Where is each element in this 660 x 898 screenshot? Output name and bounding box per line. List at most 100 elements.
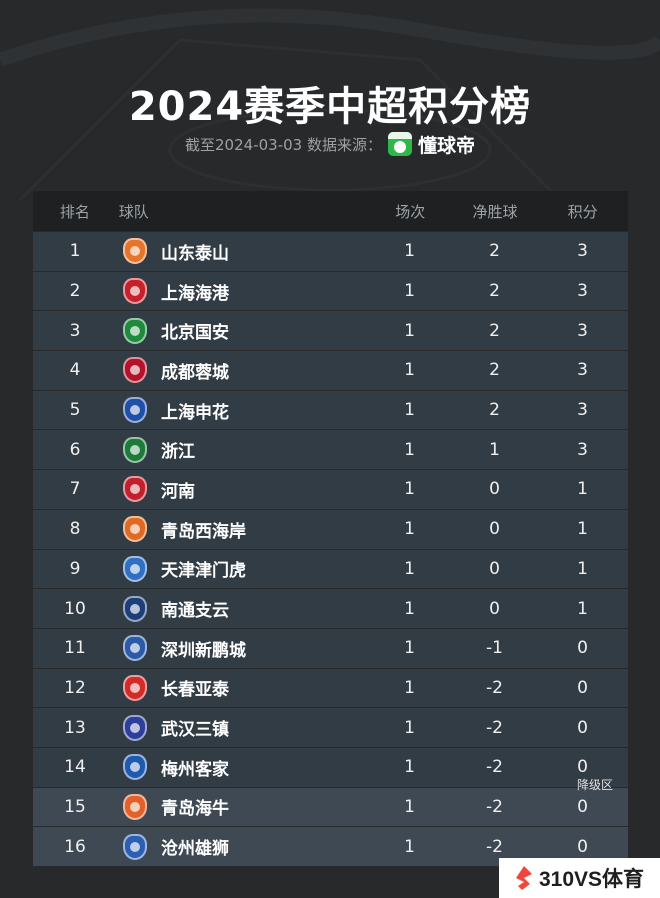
points-cell: 0 xyxy=(577,677,588,698)
points-cell: 1 xyxy=(577,479,588,500)
standings-table: 排名 球队 场次 净胜球 积分 1 山东泰山 1 2 3 2 上海海港 1 2 3 3 北京国安 1 2 3… xyxy=(33,191,628,866)
team-name: 天津津门虎 xyxy=(161,561,246,582)
team-badge-icon xyxy=(123,397,147,424)
team-badge-icon xyxy=(123,436,147,463)
team-badge-icon xyxy=(123,635,147,662)
points-cell: 0 xyxy=(577,796,588,817)
team-name: 武汉三镇 xyxy=(161,720,229,741)
played-cell: 1 xyxy=(404,320,415,341)
table-row: 8 青岛西海岸 1 0 1 xyxy=(33,509,628,549)
points-cell: 1 xyxy=(577,598,588,619)
rank-cell: 9 xyxy=(69,558,81,579)
rank-cell: 1 xyxy=(69,241,81,262)
rank-cell: 2 xyxy=(69,281,81,302)
points-cell: 3 xyxy=(577,241,588,262)
team-name: 沧州雄狮 xyxy=(161,839,229,860)
points-cell: 3 xyxy=(577,360,588,381)
team-badge-icon xyxy=(123,833,147,860)
team-cell: 青岛西海岸 xyxy=(117,516,367,543)
team-name: 北京国安 xyxy=(161,323,229,344)
points-cell: 3 xyxy=(577,281,588,302)
played-cell: 1 xyxy=(404,638,415,659)
header-team: 球队 xyxy=(118,202,149,221)
goal-diff-cell: 1 xyxy=(489,439,500,460)
points-cell: 0 xyxy=(577,757,588,778)
rank-cell: 16 xyxy=(64,836,86,857)
team-badge-icon xyxy=(123,793,147,820)
goal-diff-cell: 2 xyxy=(489,241,500,262)
points-cell: 0 xyxy=(577,717,588,738)
team-badge-icon xyxy=(123,357,147,384)
table-row: 2 上海海港 1 2 3 xyxy=(33,271,628,311)
rank-cell: 11 xyxy=(64,638,86,659)
team-name: 浙江 xyxy=(161,442,195,463)
team-cell: 上海申花 xyxy=(117,397,367,424)
team-badge-icon xyxy=(123,238,147,265)
table-body: 1 山东泰山 1 2 3 2 上海海港 1 2 3 3 北京国安 1 2 3 4 成都蓉城 1 2 3 5 上海申花 1 2 3… xyxy=(33,232,628,866)
played-cell: 1 xyxy=(404,360,415,381)
table-row: 7 河南 1 0 1 xyxy=(33,470,628,509)
team-name: 南通支云 xyxy=(161,601,229,622)
team-name: 长春亚泰 xyxy=(161,680,229,701)
goal-diff-cell: 0 xyxy=(489,598,500,619)
played-cell: 1 xyxy=(404,241,415,262)
goal-diff-cell: -2 xyxy=(486,796,503,817)
goal-diff-cell: 0 xyxy=(489,519,500,540)
rank-cell: 12 xyxy=(64,677,86,698)
team-badge-icon xyxy=(123,317,147,344)
goal-diff-cell: -1 xyxy=(486,638,503,659)
rank-cell: 6 xyxy=(69,439,81,460)
team-cell: 青岛海牛 xyxy=(117,793,367,820)
points-cell: 3 xyxy=(577,320,588,341)
team-cell: 武汉三镇 xyxy=(117,714,367,741)
team-name: 上海申花 xyxy=(161,402,229,423)
played-cell: 1 xyxy=(404,836,415,857)
watermark-text: 310VS体育 xyxy=(539,868,645,891)
table-row: 9 天津津门虎 1 0 1 xyxy=(33,549,628,589)
team-badge-icon xyxy=(123,476,147,503)
header-rank: 排名 xyxy=(59,202,90,221)
table-row: 15 青岛海牛 1 -2 0 xyxy=(33,787,628,827)
played-cell: 1 xyxy=(404,796,415,817)
table-row: 13 武汉三镇 1 -2 0 xyxy=(33,708,628,747)
played-cell: 1 xyxy=(404,677,415,698)
rank-cell: 7 xyxy=(69,479,81,500)
team-name: 山东泰山 xyxy=(161,243,229,264)
played-cell: 1 xyxy=(404,598,415,619)
page-title: 2024赛季中超积分榜 xyxy=(128,84,532,130)
header-played: 场次 xyxy=(395,202,426,221)
points-cell: 1 xyxy=(577,519,588,540)
rank-cell: 3 xyxy=(69,320,81,341)
goal-diff-cell: 2 xyxy=(489,360,500,381)
goal-diff-cell: 2 xyxy=(489,400,500,421)
table-header: 排名 球队 场次 净胜球 积分 xyxy=(33,191,628,231)
played-cell: 1 xyxy=(404,757,415,778)
rank-cell: 5 xyxy=(69,400,81,421)
team-cell: 南通支云 xyxy=(117,595,367,622)
relegation-zone-label: 降级区 xyxy=(577,778,614,792)
team-cell: 山东泰山 xyxy=(117,238,367,265)
team-cell: 长春亚泰 xyxy=(117,674,367,701)
table-row: 4 成都蓉城 1 2 3 xyxy=(33,351,628,390)
team-cell: 沧州雄狮 xyxy=(117,833,367,860)
team-name: 青岛海牛 xyxy=(161,799,229,820)
team-badge-icon xyxy=(123,516,147,543)
played-cell: 1 xyxy=(404,439,415,460)
goal-diff-cell: -2 xyxy=(486,757,503,778)
rank-cell: 8 xyxy=(69,519,81,540)
rank-cell: 10 xyxy=(64,598,86,619)
team-name: 成都蓉城 xyxy=(161,362,229,383)
team-name: 梅州客家 xyxy=(161,759,229,780)
goal-diff-cell: 0 xyxy=(489,558,500,579)
table-row: 12 长春亚泰 1 -2 0 xyxy=(33,668,628,708)
goal-diff-cell: 0 xyxy=(489,479,500,500)
points-cell: 1 xyxy=(577,558,588,579)
team-badge-icon xyxy=(123,555,147,582)
rank-cell: 13 xyxy=(64,717,86,738)
table-row: 3 北京国安 1 2 3 xyxy=(33,311,628,351)
played-cell: 1 xyxy=(404,479,415,500)
table-row: 1 山东泰山 1 2 3 xyxy=(33,232,628,271)
source-logo-icon xyxy=(387,132,412,156)
source-name: 懂球帝 xyxy=(417,134,475,157)
played-cell: 1 xyxy=(404,281,415,302)
